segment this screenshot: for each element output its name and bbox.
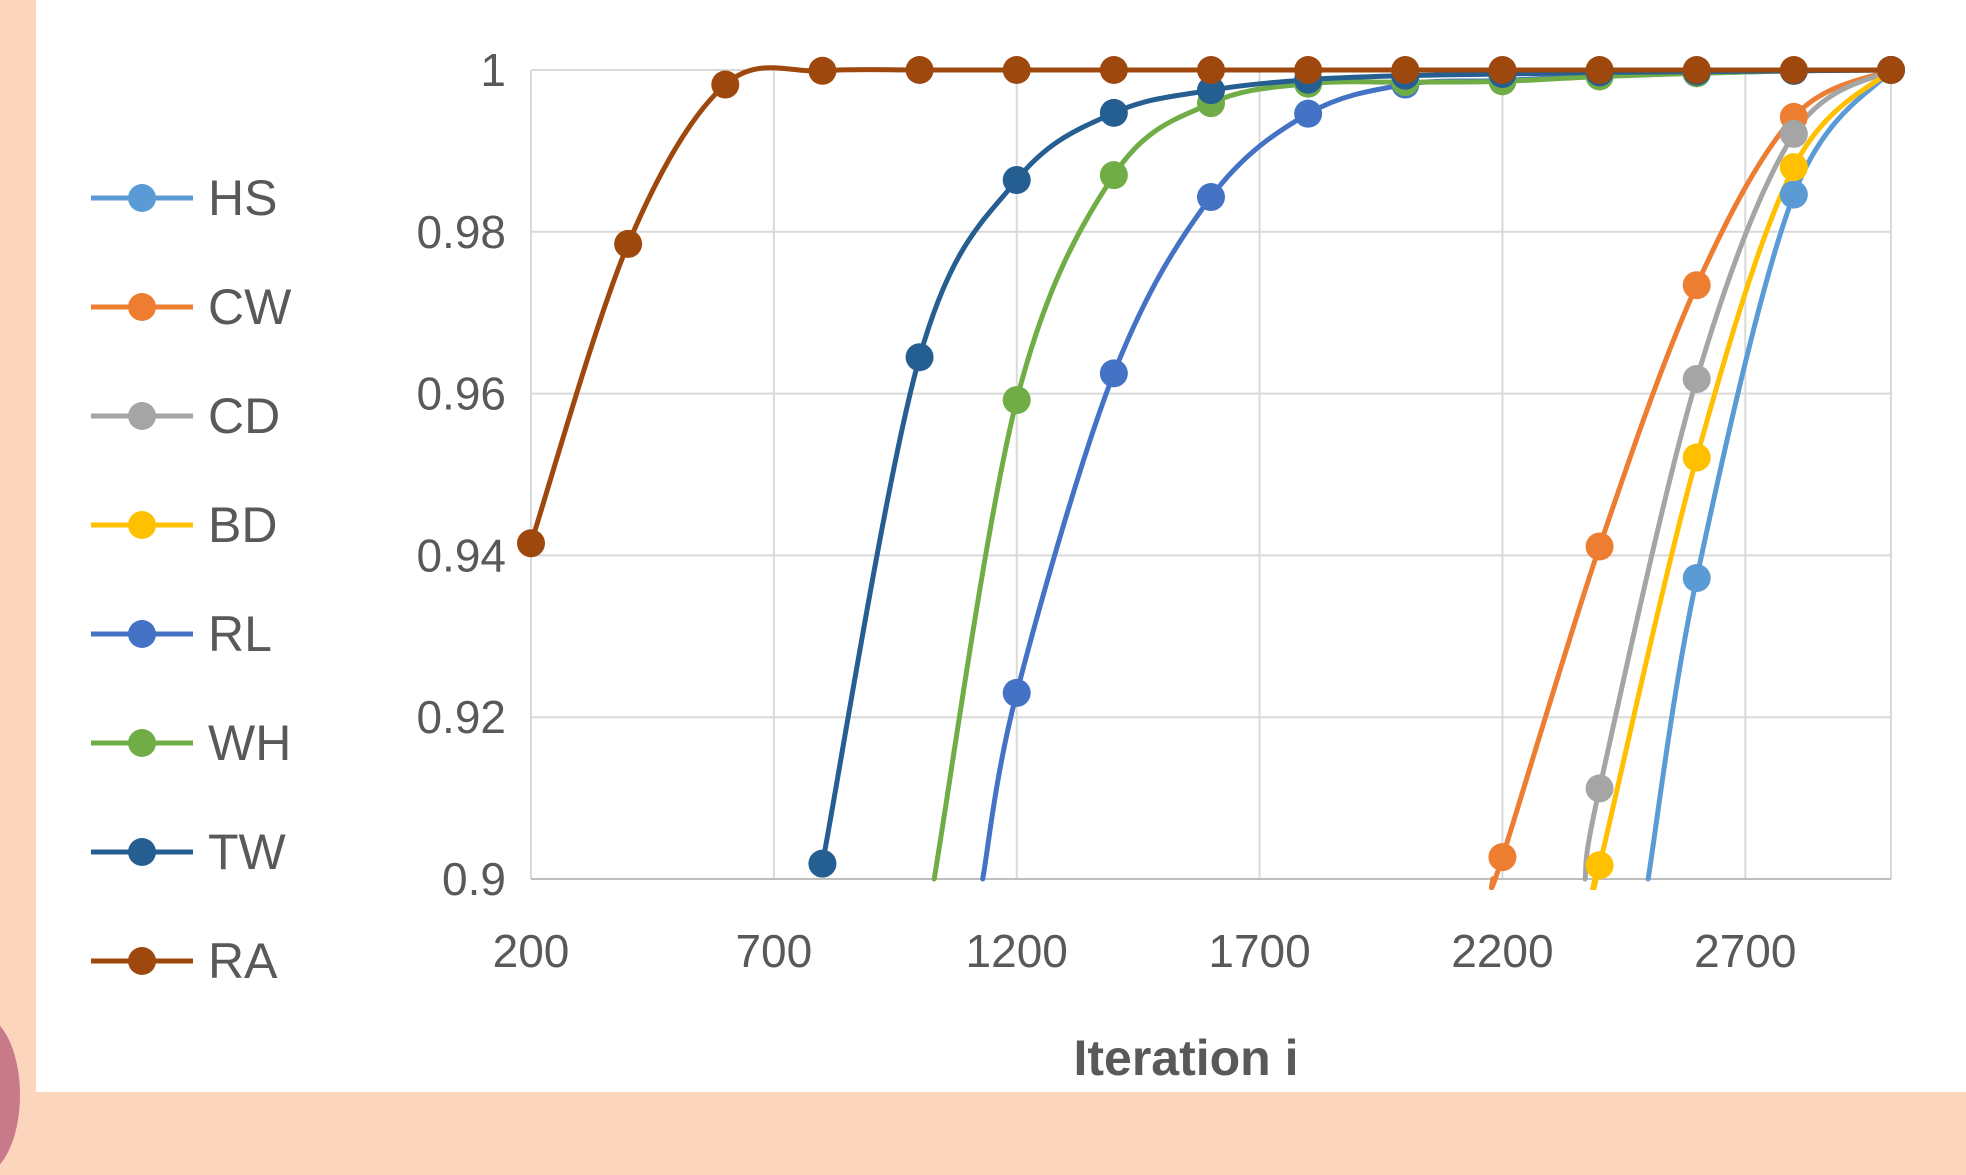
- data-point-tw: [1002, 166, 1031, 195]
- x-tick-label: 1700: [1208, 925, 1310, 977]
- legend-marker: [128, 620, 156, 648]
- legend-item-bd: BD: [91, 497, 277, 553]
- data-point-bd: [1779, 153, 1808, 182]
- legend-marker: [128, 947, 156, 975]
- data-point-ra: [905, 56, 934, 84]
- data-point-ra: [1585, 56, 1614, 84]
- legend-marker: [128, 511, 156, 539]
- series-line-hs: [1645, 67, 1891, 882]
- legend: HS CW CD BD RL WH TW RA: [91, 170, 292, 989]
- data-point-ra: [1488, 56, 1517, 84]
- data-point-ra: [614, 229, 643, 258]
- data-point-ra: [1294, 56, 1323, 84]
- data-point-bd: [1682, 443, 1711, 472]
- x-tick-label: 200: [493, 925, 570, 977]
- chart-card: 200 700 1200 1700 2200 2700 0.9 0.92 0.94 0.96 0.9…: [36, 0, 1966, 1092]
- data-point-hs: [1682, 564, 1711, 593]
- legend-label: CW: [208, 279, 292, 335]
- data-point-bd: [1585, 851, 1614, 880]
- data-point-cw: [1585, 532, 1614, 561]
- data-point-rl: [1197, 183, 1225, 212]
- data-point-ra: [808, 56, 837, 85]
- data-point-tw: [1197, 76, 1225, 105]
- legend-item-cd: CD: [91, 388, 280, 444]
- data-point-ra: [711, 70, 740, 99]
- data-point-rl: [1294, 99, 1323, 128]
- data-point-cd: [1779, 119, 1808, 148]
- y-tick-label: 1: [480, 44, 506, 96]
- legend-marker: [128, 402, 156, 430]
- x-tick-label: 1200: [966, 925, 1068, 977]
- legend-marker: [128, 293, 156, 321]
- series-line-ra: [531, 65, 1891, 546]
- legend-label: TW: [208, 824, 287, 880]
- series-line-cd: [1582, 67, 1891, 882]
- data-point-cw: [1682, 271, 1711, 300]
- x-tick-label: 2700: [1694, 925, 1796, 977]
- data-point-ra: [1391, 56, 1420, 84]
- series-line-tw: [819, 67, 1891, 867]
- data-point-rl: [1099, 359, 1128, 388]
- data-point-cw: [1488, 843, 1517, 872]
- data-point-ra: [1682, 56, 1711, 84]
- x-tick-label: 700: [735, 925, 812, 977]
- y-tick-label: 0.96: [416, 368, 506, 420]
- data-point-tw: [1099, 98, 1128, 127]
- tick-layer: 200 700 1200 1700 2200 2700 0.9 0.92 0.94 0.96 0.9…: [416, 44, 1796, 977]
- data-point-ra: [1877, 56, 1905, 84]
- legend-label: WH: [208, 715, 291, 771]
- legend-marker: [128, 729, 156, 757]
- data-point-cd: [1682, 365, 1711, 394]
- data-point-hs: [1779, 180, 1808, 209]
- data-point-cd: [1585, 774, 1614, 803]
- data-point-wh: [1099, 161, 1128, 190]
- legend-marker: [128, 838, 156, 866]
- legend-item-rl: RL: [91, 606, 272, 662]
- line-chart: 200 700 1200 1700 2200 2700 0.9 0.92 0.94 0.96 0.9…: [91, 44, 1905, 1086]
- data-point-tw: [905, 343, 934, 372]
- y-tick-label: 0.98: [416, 206, 506, 258]
- data-point-ra: [517, 529, 545, 558]
- legend-label: HS: [208, 170, 277, 226]
- legend-label: RA: [208, 933, 278, 989]
- legend-label: RL: [208, 606, 272, 662]
- y-tick-label: 0.92: [416, 691, 506, 743]
- y-tick-label: 0.9: [442, 853, 506, 905]
- legend-label: BD: [208, 497, 277, 553]
- legend-marker: [128, 184, 156, 212]
- x-tick-label: 2200: [1451, 925, 1553, 977]
- y-tick-label: 0.94: [416, 529, 506, 581]
- legend-item-cw: CW: [91, 279, 292, 335]
- data-point-ra: [1197, 56, 1225, 84]
- data-point-ra: [1002, 56, 1031, 84]
- legend-item-wh: WH: [91, 715, 291, 771]
- legend-label: CD: [208, 388, 280, 444]
- series-line-rl: [980, 67, 1891, 882]
- marker-layer: [517, 56, 1905, 880]
- data-point-rl: [1002, 678, 1031, 707]
- data-point-ra: [1099, 56, 1128, 84]
- data-point-tw: [808, 849, 837, 878]
- legend-item-ra: RA: [91, 933, 278, 989]
- decorative-corner-shape: [0, 1015, 20, 1175]
- data-point-ra: [1779, 56, 1808, 84]
- x-axis-title: Iteration i: [1073, 1030, 1298, 1086]
- legend-item-tw: TW: [91, 824, 287, 880]
- legend-item-hs: HS: [91, 170, 277, 226]
- data-point-wh: [1002, 386, 1031, 415]
